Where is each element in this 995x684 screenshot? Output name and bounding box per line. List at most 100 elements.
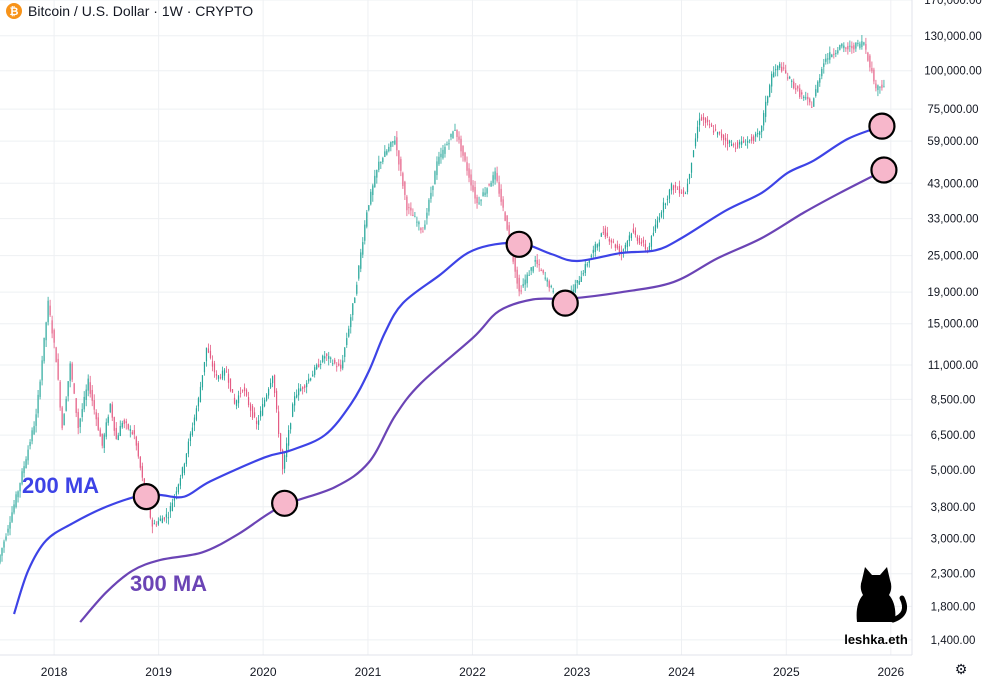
candle-body <box>787 77 789 79</box>
candle-body <box>0 554 1 563</box>
time-tick-label: 2023 <box>564 665 591 679</box>
candle-body <box>346 338 348 346</box>
candle-body <box>177 484 179 493</box>
candle-body <box>199 386 202 403</box>
candle-body <box>243 387 246 392</box>
candle-body <box>586 264 588 266</box>
candle-body <box>538 264 540 266</box>
candle-body <box>125 421 127 424</box>
price-tick-label: 19,000.00 <box>927 287 978 299</box>
candle-body <box>504 212 506 221</box>
candle-body <box>518 277 520 292</box>
candle-body <box>263 399 266 407</box>
candle-body <box>428 199 430 212</box>
candle-body <box>165 514 167 518</box>
candle-body <box>676 188 679 190</box>
candle-body <box>540 270 542 272</box>
time-tick-label: 2025 <box>773 665 800 679</box>
price-tick-label: 59,000.00 <box>927 136 978 148</box>
candle-body <box>392 141 394 143</box>
candle-body <box>356 284 358 294</box>
candle-body <box>883 86 885 88</box>
price-tick-label: 3,800.00 <box>931 502 976 514</box>
candle-body <box>378 161 380 170</box>
candle-body <box>524 279 526 285</box>
candle-body <box>149 505 151 518</box>
candle-body <box>191 427 194 436</box>
candle-body <box>410 207 412 211</box>
candle-body <box>376 169 378 178</box>
candle-body <box>161 518 163 524</box>
candle-body <box>650 235 653 247</box>
candle-body <box>350 317 352 328</box>
candle-body <box>3 541 5 548</box>
candle-body <box>39 381 41 397</box>
candle-body <box>791 80 793 82</box>
candle-body <box>69 363 71 381</box>
candle-body <box>51 320 53 334</box>
candle-body <box>458 136 460 140</box>
candle-body <box>374 175 376 188</box>
candle-body <box>81 409 83 418</box>
candle-body <box>610 240 612 243</box>
price-tick-label: 43,000.00 <box>927 178 978 190</box>
candle-body <box>632 228 634 233</box>
candle-body <box>157 521 159 525</box>
watermark: leshka.eth <box>844 567 908 647</box>
candle-body <box>43 337 45 362</box>
candle-body <box>682 190 685 194</box>
candle-body <box>312 374 314 377</box>
candle-body <box>749 139 751 141</box>
candle-body <box>648 245 651 251</box>
candle-body <box>310 378 312 381</box>
ma-touch-marker <box>551 289 579 317</box>
candle-body <box>251 406 254 418</box>
candle-body <box>416 221 418 223</box>
candle-body <box>394 140 396 145</box>
candle-body <box>360 252 362 269</box>
candle-body <box>584 264 586 273</box>
time-tick-label: 2024 <box>668 665 695 679</box>
candle-body <box>203 362 206 373</box>
candle-body <box>845 47 847 49</box>
candle-body <box>420 228 422 231</box>
candle-body <box>578 281 580 285</box>
candle-body <box>211 361 214 367</box>
candle-body <box>652 232 655 236</box>
candle-body <box>326 353 328 357</box>
candle-body <box>123 420 125 424</box>
candle-body <box>733 144 735 146</box>
candle-body <box>274 374 276 394</box>
candle-body <box>618 246 620 254</box>
time-tick-label: 2018 <box>41 665 68 679</box>
candle-body <box>534 260 536 262</box>
chart-header: ₿ Bitcoin / U.S. Dollar · 1W · CRYPTO <box>6 2 253 20</box>
candle-body <box>239 392 242 394</box>
candle-body <box>290 423 292 430</box>
candle-body <box>644 243 647 250</box>
candle-body <box>402 173 404 187</box>
candle-body <box>753 136 755 141</box>
candle-body <box>793 81 795 89</box>
price-tick-label: 1,400.00 <box>931 635 976 647</box>
candle-body <box>470 174 472 186</box>
candle-body <box>706 119 709 122</box>
candle-body <box>801 92 803 95</box>
price-tick-label: 2,300.00 <box>931 569 976 581</box>
candle-body <box>819 78 821 83</box>
candle-body <box>739 141 741 145</box>
candle-body <box>308 378 310 382</box>
candle-body <box>129 429 131 431</box>
gear-icon[interactable]: ⚙ <box>954 662 968 678</box>
candle-body <box>269 382 272 388</box>
candle-body <box>516 269 518 284</box>
candle-body <box>777 65 779 71</box>
candle-body <box>7 528 9 533</box>
watermark-text: leshka.eth <box>844 632 908 647</box>
candle-body <box>131 432 133 434</box>
candle-body <box>167 517 169 519</box>
candle-body <box>267 388 270 396</box>
candle-body <box>197 398 200 407</box>
candle-body <box>747 140 749 143</box>
